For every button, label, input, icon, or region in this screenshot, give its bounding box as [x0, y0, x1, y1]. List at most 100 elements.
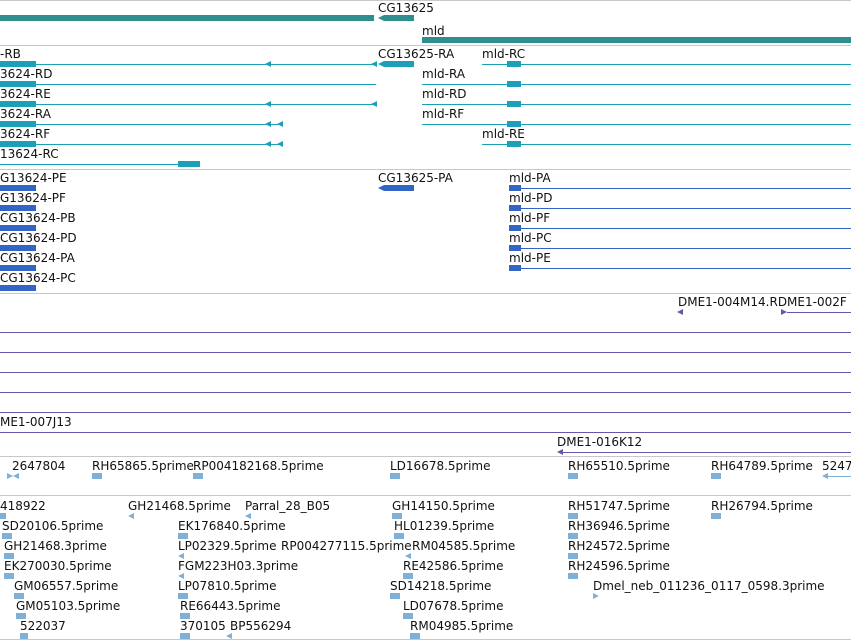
est-feature[interactable] — [16, 613, 26, 619]
est-feature[interactable] — [390, 473, 400, 479]
track-divider — [0, 639, 851, 640]
track-divider — [0, 456, 851, 457]
protein-feature[interactable] — [0, 265, 36, 271]
est-arrow-icon[interactable] — [822, 473, 828, 479]
est-label: RM04585.5prime — [412, 539, 516, 553]
bac-clone-line[interactable] — [563, 452, 851, 453]
bac-label-top: DME1-004M14.RDME1-002F — [678, 295, 847, 309]
est-feature[interactable] — [392, 513, 402, 519]
est-feature[interactable] — [568, 513, 578, 519]
est-label: RH26794.5prime — [711, 499, 813, 513]
est-feature[interactable] — [568, 573, 578, 579]
bac-clone-line[interactable] — [0, 392, 851, 393]
bac-clone-line[interactable] — [0, 432, 851, 433]
bac-clone-line[interactable] — [787, 312, 851, 313]
est-feature[interactable] — [390, 593, 400, 599]
protein-label-cg13625-pa: CG13625-PA — [378, 171, 453, 185]
strand-arrow-icon — [378, 15, 384, 21]
est-feature[interactable] — [4, 573, 14, 579]
protein-feature[interactable] — [0, 225, 36, 231]
gene-feature-mld[interactable] — [422, 37, 851, 43]
est-feature[interactable] — [14, 593, 24, 599]
transcript-exon[interactable] — [507, 121, 521, 127]
track-divider — [0, 45, 851, 46]
est-arrow-icon[interactable] — [178, 553, 184, 559]
bac-clone-line[interactable] — [0, 412, 851, 413]
est-label: LP07810.5prime — [178, 579, 277, 593]
est-arrow-icon[interactable] — [405, 553, 411, 559]
est-feature[interactable] — [178, 533, 188, 539]
protein-feature[interactable] — [509, 245, 521, 251]
gene-label-mld: mld — [422, 24, 445, 38]
est-label: 5247 — [822, 459, 851, 473]
protein-label-mld: mld-PD — [509, 191, 553, 205]
bac-clone-line[interactable] — [0, 352, 851, 353]
transcript-exon[interactable] — [0, 141, 36, 147]
protein-feature[interactable] — [509, 225, 521, 231]
transcript-intron-line — [482, 144, 851, 145]
protein-label-mld: mld-PF — [509, 211, 551, 225]
est-feature[interactable] — [4, 553, 14, 559]
transcript-exon[interactable] — [0, 81, 36, 87]
est-arrow-icon[interactable] — [128, 513, 134, 519]
est-feature[interactable] — [568, 533, 578, 539]
protein-intron-line — [509, 248, 851, 249]
transcript-exon-cg13625-ra[interactable] — [384, 61, 414, 67]
protein-intron-line — [509, 268, 851, 269]
est-arrow-icon[interactable] — [245, 513, 251, 519]
transcript-exon[interactable] — [0, 121, 36, 127]
bac-clone-line[interactable] — [0, 372, 851, 373]
est-feature[interactable] — [403, 573, 413, 579]
track-divider — [0, 0, 851, 1]
transcript-exon[interactable] — [507, 81, 521, 87]
gene-feature-cg13625[interactable] — [384, 15, 414, 21]
est-feature[interactable] — [178, 593, 188, 599]
protein-feature[interactable] — [509, 265, 521, 271]
est-arrow-icon[interactable] — [178, 573, 184, 579]
est-label: RH24596.5prime — [568, 559, 670, 573]
protein-label-mld: mld-PA — [509, 171, 551, 185]
transcript-exon[interactable] — [507, 141, 521, 147]
est-feature[interactable] — [568, 553, 578, 559]
protein-feature[interactable] — [509, 205, 521, 211]
strand-arrow-icon — [265, 61, 271, 67]
protein-label-mld: mld-PC — [509, 231, 552, 245]
protein-label: G13624-PE — [0, 171, 67, 185]
transcript-exon[interactable] — [178, 161, 200, 167]
est-feature[interactable] — [180, 633, 190, 639]
protein-feature[interactable] — [0, 185, 36, 191]
est-feature[interactable] — [193, 473, 203, 479]
est-arrow-icon[interactable] — [593, 593, 599, 599]
gene-label-cg13625: CG13625 — [378, 1, 434, 15]
est-feature[interactable] — [394, 533, 404, 539]
est-arrow-icon[interactable] — [226, 633, 232, 639]
est-feature[interactable] — [92, 473, 102, 479]
est-feature[interactable] — [180, 613, 190, 619]
est-feature[interactable] — [410, 633, 420, 639]
strand-arrow-icon — [265, 121, 271, 127]
est-feature[interactable] — [403, 613, 413, 619]
est-feature[interactable] — [711, 473, 721, 479]
transcript-exon[interactable] — [507, 101, 521, 107]
est-feature[interactable] — [2, 533, 12, 539]
protein-feature[interactable] — [0, 205, 36, 211]
est-feature[interactable] — [711, 513, 721, 519]
est-feature[interactable] — [0, 513, 6, 519]
est-label: RM04985.5prime — [410, 619, 514, 633]
transcript-exon[interactable] — [0, 101, 36, 107]
protein-feature[interactable] — [509, 185, 521, 191]
strand-arrow-icon — [265, 141, 271, 147]
protein-feature[interactable] — [0, 245, 36, 251]
strand-arrow-icon — [265, 101, 271, 107]
protein-feature-cg13625-pa[interactable] — [384, 185, 414, 191]
est-feature[interactable] — [20, 633, 28, 639]
est-arrow-icon[interactable] — [13, 473, 19, 479]
est-feature[interactable] — [568, 473, 578, 479]
transcript-exon[interactable] — [507, 61, 521, 67]
gene-feature-cg13624[interactable] — [0, 15, 374, 21]
est-arrow-icon[interactable] — [7, 473, 13, 479]
protein-feature[interactable] — [0, 285, 36, 291]
transcript-exon[interactable] — [0, 61, 36, 67]
est-label: 2647804 — [12, 459, 66, 473]
bac-clone-line[interactable] — [0, 332, 851, 333]
